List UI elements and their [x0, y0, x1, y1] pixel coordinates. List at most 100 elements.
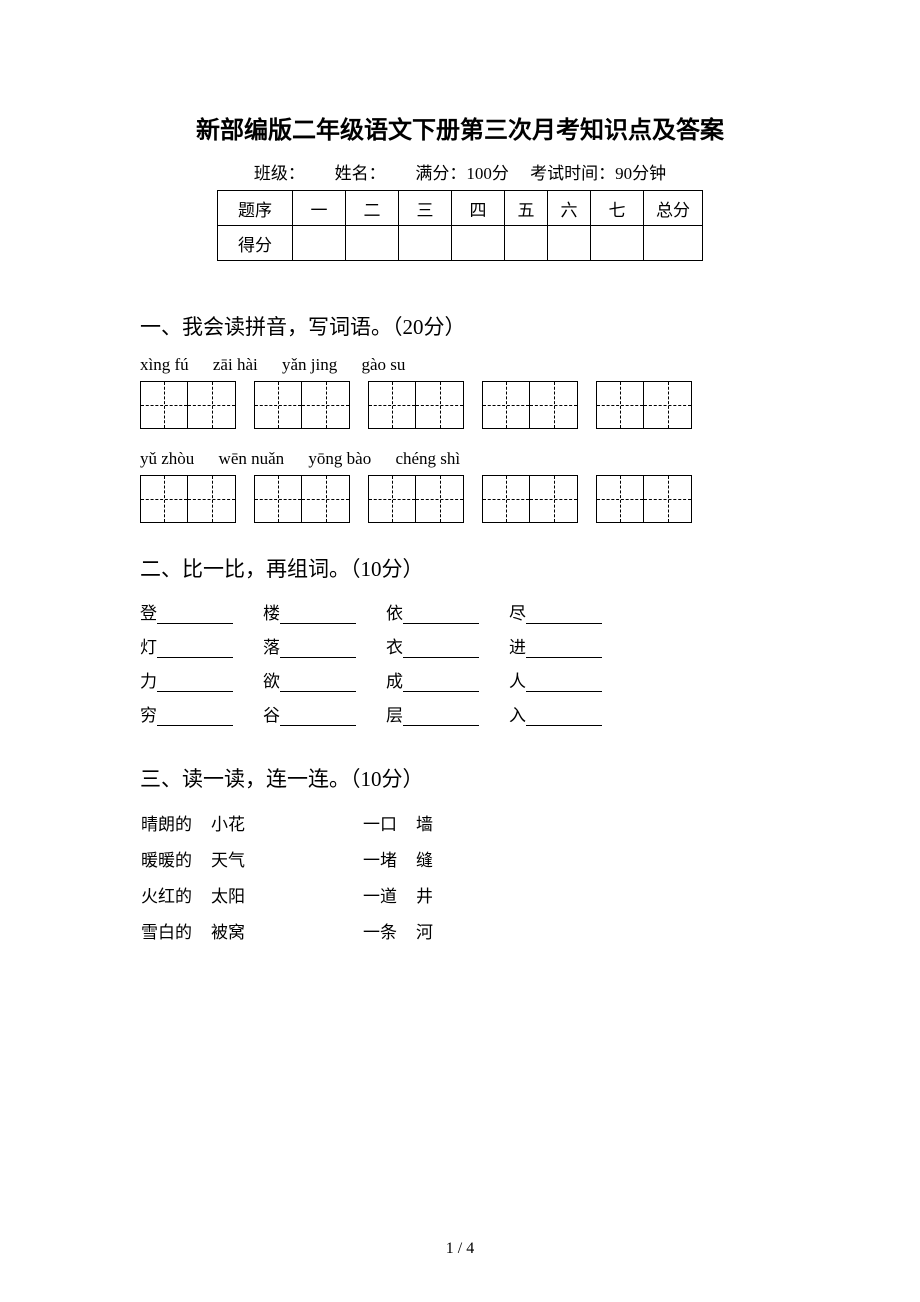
blank-line [526, 638, 602, 658]
name-label: 姓名： [335, 164, 386, 183]
duration-label: 考试时间：90分钟 [530, 164, 666, 183]
match-right-b: 河 [415, 915, 451, 951]
pinyin-item: yǔ zhòu [140, 449, 194, 469]
blank-line [157, 638, 233, 658]
fill-cell: 穷 [140, 699, 233, 733]
match-left-a: 雪白的 [140, 915, 210, 951]
tianzige-cell [140, 475, 188, 523]
char: 依 [386, 597, 403, 631]
fill-cell: 衣 [386, 631, 479, 665]
score-th-6: 六 [548, 191, 591, 226]
score-th-7: 七 [591, 191, 644, 226]
char: 层 [386, 699, 403, 733]
tianzige-pair [140, 475, 236, 523]
tianzige-cell [596, 475, 644, 523]
tianzige-pair [596, 475, 692, 523]
match-left-b: 被窝 [210, 915, 263, 951]
score-cell [548, 226, 591, 261]
match-right-b: 墙 [415, 807, 451, 843]
col-gap [263, 807, 362, 843]
pinyin-item: gào su [361, 355, 405, 375]
score-cell [452, 226, 505, 261]
match-right-b: 井 [415, 879, 451, 915]
tianzige-cell [644, 475, 692, 523]
fill-row: 穷 谷 层 入 [140, 699, 780, 733]
tianzige-row-2 [140, 475, 780, 523]
score-th-2: 二 [346, 191, 399, 226]
match-right-a: 一口 [362, 807, 415, 843]
tianzige-cell [530, 475, 578, 523]
score-cell [293, 226, 346, 261]
tianzige-pair [368, 475, 464, 523]
tianzige-pair [254, 381, 350, 429]
char: 灯 [140, 631, 157, 665]
pinyin-row-1: xìng fú zāi hài yǎn jing gào su [140, 355, 780, 375]
char: 力 [140, 665, 157, 699]
score-th-3: 三 [399, 191, 452, 226]
match-left-b: 小花 [210, 807, 263, 843]
tianzige-cell [188, 381, 236, 429]
tianzige-pair [482, 381, 578, 429]
fill-cell: 落 [263, 631, 356, 665]
match-row: 雪白的 被窝 一条 河 [140, 915, 451, 951]
blank-line [157, 672, 233, 692]
fill-row: 力 欲 成 人 [140, 665, 780, 699]
match-left-a: 暖暖的 [140, 843, 210, 879]
score-cell [399, 226, 452, 261]
tianzige-pair [140, 381, 236, 429]
tianzige-pair [596, 381, 692, 429]
match-right-a: 一堵 [362, 843, 415, 879]
char: 人 [509, 665, 526, 699]
tianzige-cell [188, 475, 236, 523]
score-table: 题序 一 二 三 四 五 六 七 总分 得分 [217, 190, 703, 261]
char: 楼 [263, 597, 280, 631]
blank-line [157, 706, 233, 726]
section2-grid: 登 楼 依 尽 灯 落 衣 进 力 欲 成 人 穷 谷 层 入 [140, 597, 780, 733]
char: 成 [386, 665, 403, 699]
blank-line [280, 672, 356, 692]
pinyin-item: yōng bào [308, 449, 371, 469]
score-value-row: 得分 [218, 226, 703, 261]
blank-line [280, 638, 356, 658]
blank-line [526, 706, 602, 726]
tianzige-pair [482, 475, 578, 523]
col-gap [263, 843, 362, 879]
char: 入 [509, 699, 526, 733]
char: 穷 [140, 699, 157, 733]
fill-cell: 尽 [509, 597, 602, 631]
blank-line [280, 604, 356, 624]
tianzige-pair [368, 381, 464, 429]
section3-heading: 三、读一读，连一连。（10分） [140, 763, 780, 793]
match-left-b: 天气 [210, 843, 263, 879]
score-header-row: 题序 一 二 三 四 五 六 七 总分 [218, 191, 703, 226]
tianzige-cell [368, 381, 416, 429]
match-right-a: 一条 [362, 915, 415, 951]
blank-line [403, 706, 479, 726]
char: 进 [509, 631, 526, 665]
fill-cell: 灯 [140, 631, 233, 665]
blank-line [403, 604, 479, 624]
fill-cell: 欲 [263, 665, 356, 699]
char: 落 [263, 631, 280, 665]
fill-cell: 谷 [263, 699, 356, 733]
blank-line [526, 604, 602, 624]
fill-cell: 入 [509, 699, 602, 733]
class-label: 班级： [254, 164, 305, 183]
fill-row: 灯 落 衣 进 [140, 631, 780, 665]
match-row: 火红的 太阳 一道 井 [140, 879, 451, 915]
blank-line [403, 672, 479, 692]
tianzige-cell [302, 381, 350, 429]
tianzige-cell [368, 475, 416, 523]
exam-info-row: 班级： 姓名： 满分：100分 考试时间：90分钟 [140, 159, 780, 184]
fill-row: 登 楼 依 尽 [140, 597, 780, 631]
score-th-4: 四 [452, 191, 505, 226]
page-number: 1 / 4 [0, 1240, 920, 1258]
pinyin-item: wēn nuǎn [219, 449, 285, 469]
full-score-label: 满分：100分 [415, 164, 509, 183]
fill-cell: 依 [386, 597, 479, 631]
match-row: 晴朗的 小花 一口 墙 [140, 807, 451, 843]
fill-cell: 成 [386, 665, 479, 699]
tianzige-cell [596, 381, 644, 429]
tianzige-cell [140, 381, 188, 429]
pinyin-item: yǎn jing [282, 355, 337, 375]
